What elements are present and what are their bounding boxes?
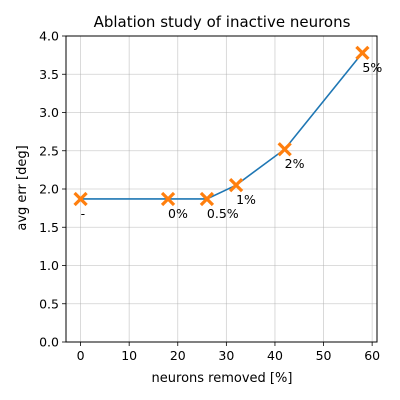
x-tick-label: 10 — [121, 348, 137, 363]
data-point-label: 0.5% — [207, 206, 239, 221]
y-tick-label: 2.0 — [39, 182, 59, 197]
grid — [66, 35, 377, 343]
x-tick-label: 20 — [170, 348, 186, 363]
data-point-marker — [355, 45, 370, 60]
data-point-marker — [73, 191, 88, 207]
x-tick-label: 50 — [316, 348, 332, 363]
y-tick-label: 3.0 — [39, 105, 59, 120]
x-tick-label: 60 — [364, 348, 380, 363]
data-point-marker — [228, 178, 244, 193]
y-tick-label: 4.0 — [39, 29, 59, 44]
y-axis-title: avg err [deg] — [15, 145, 30, 230]
y-tick-label: 2.5 — [39, 143, 59, 158]
data-point-label: 0% — [168, 206, 188, 221]
data-point-label: 2% — [285, 156, 305, 171]
x-axis-title: neurons removed [%] — [152, 371, 293, 386]
data-point-label: 1% — [236, 192, 256, 207]
x-tick-label: 30 — [218, 348, 234, 363]
data-point-marker — [160, 191, 176, 207]
y-axis: 0.0 0.5 1.0 1.5 2.0 2.5 3.0 3.5 4.0 — [39, 29, 66, 350]
y-tick-label: 0.0 — [39, 335, 59, 350]
data-point-marker — [199, 191, 215, 207]
data-point-label: 5% — [362, 60, 382, 75]
series-line-layer — [80, 52, 364, 200]
y-tick-label: 3.5 — [39, 67, 59, 82]
x-tick-label: 40 — [267, 348, 283, 363]
data-point-label: - — [81, 206, 86, 221]
series-line — [80, 52, 364, 200]
y-tick-label: 1.0 — [39, 258, 59, 273]
y-tick-label: 1.5 — [39, 220, 59, 235]
marker-layer — [73, 45, 370, 207]
data-point-marker — [277, 142, 292, 157]
x-tick-label: 0 — [77, 348, 85, 363]
y-tick-label: 0.5 — [39, 296, 59, 311]
x-axis: 0 10 20 30 40 50 60 — [77, 342, 380, 363]
chart-title: Ablation study of inactive neurons — [94, 13, 351, 31]
